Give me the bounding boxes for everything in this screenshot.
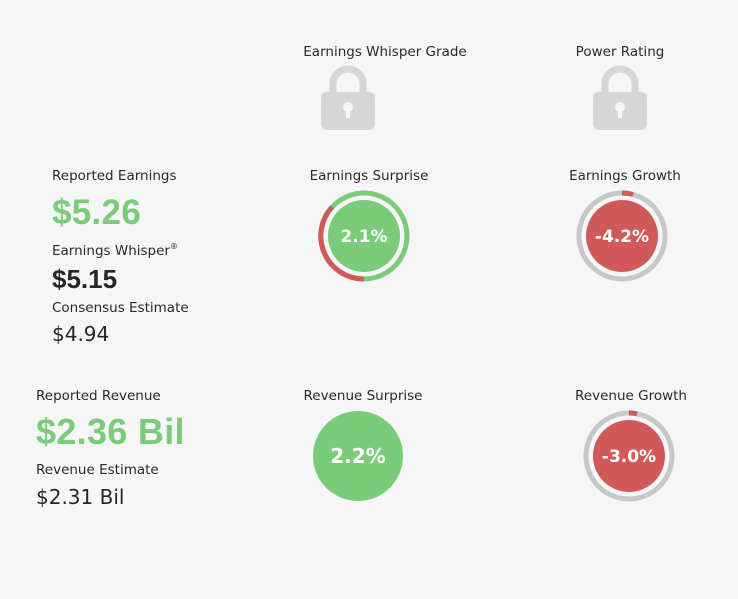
earnings-growth-arc xyxy=(621,190,634,197)
revenue-growth-gauge: -3.0% xyxy=(583,410,675,502)
reported-revenue-label: Reported Revenue xyxy=(36,388,161,404)
earnings-surprise-gauge: 2.1% xyxy=(318,190,410,282)
reported-revenue-value: $2.36 Bil xyxy=(36,411,185,452)
earnings-surprise-arc xyxy=(318,205,365,282)
revenue-surprise-value: 2.2% xyxy=(330,444,385,468)
earnings-surprise-disc xyxy=(328,200,400,272)
earnings-growth-value: -4.2% xyxy=(595,227,649,247)
consensus-estimate-label: Consensus Estimate xyxy=(52,300,189,316)
revenue-growth-arc xyxy=(628,410,638,417)
revenue-estimate-value: $2.31 Bil xyxy=(36,485,125,509)
earnings-whisper-label: Earnings Whisper® xyxy=(52,242,178,259)
earnings-growth-gauge: -4.2% xyxy=(576,190,668,282)
revenue-growth-value: -3.0% xyxy=(602,447,656,467)
earnings-growth-label: Earnings Growth xyxy=(569,168,681,184)
revenue-surprise-label: Revenue Surprise xyxy=(303,388,423,404)
revenue-estimate-label: Revenue Estimate xyxy=(36,462,159,478)
whisper-grade-label: Earnings Whisper Grade xyxy=(303,44,467,60)
revenue-growth-label: Revenue Growth xyxy=(575,388,687,404)
lock-icon xyxy=(593,62,647,130)
reported-earnings-label: Reported Earnings xyxy=(52,168,177,184)
reported-earnings-value: $5.26 xyxy=(52,193,142,232)
revenue-surprise-gauge: 2.2% xyxy=(312,410,404,502)
revenue-surprise-disc xyxy=(313,411,403,501)
lock-icon xyxy=(321,62,375,130)
earnings-surprise-value: 2.1% xyxy=(340,227,387,247)
earnings-growth-disc xyxy=(586,200,658,272)
consensus-estimate-value: $4.94 xyxy=(52,322,110,346)
revenue-growth-disc xyxy=(593,420,665,492)
earnings-surprise-label: Earnings Surprise xyxy=(309,168,429,184)
registered-mark: ® xyxy=(170,242,178,251)
earnings-whisper-value: $5.15 xyxy=(52,264,118,294)
power-rating-label: Power Rating xyxy=(575,44,665,60)
